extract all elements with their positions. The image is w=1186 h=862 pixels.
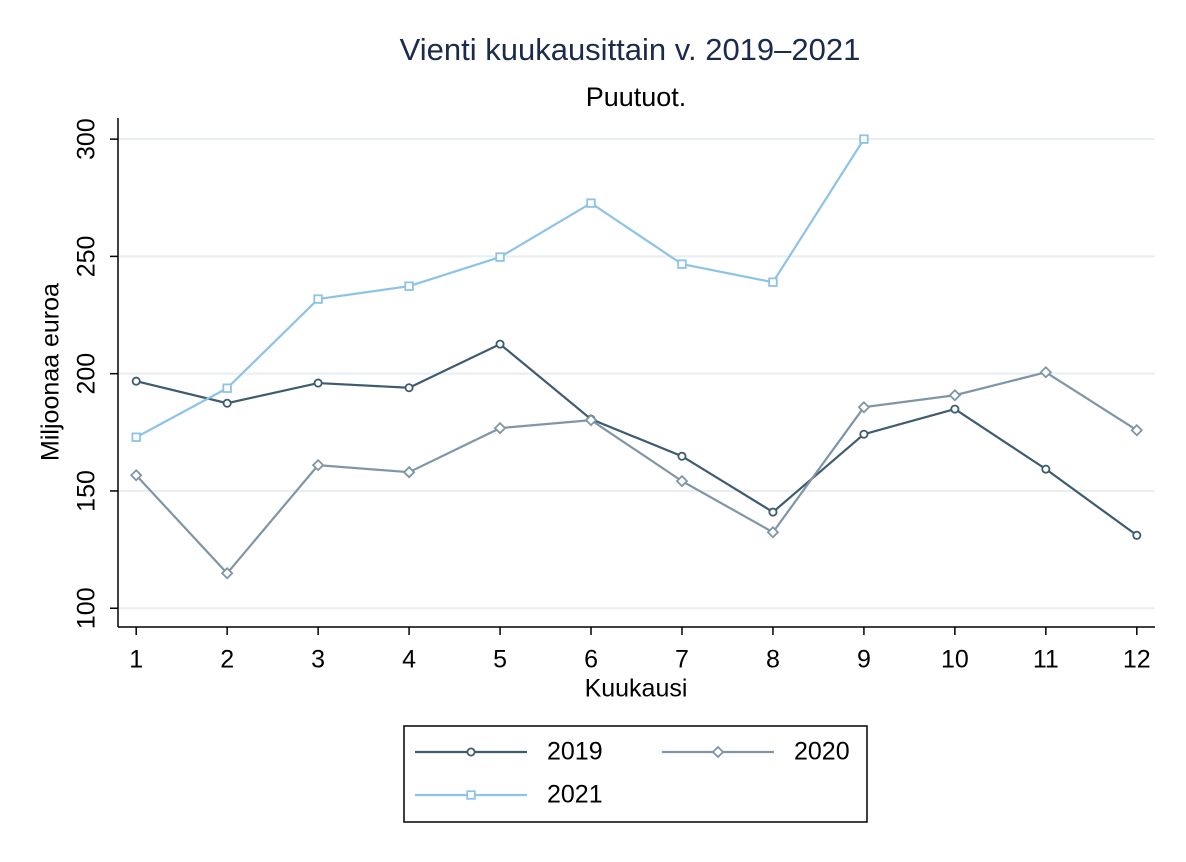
x-tick-label: 6 (584, 646, 598, 674)
marker (466, 790, 476, 800)
marker (404, 383, 414, 393)
marker (495, 252, 505, 262)
series-line (135, 342, 1138, 537)
marker (131, 376, 141, 386)
x-tick-label: 4 (402, 646, 416, 674)
marker (857, 400, 871, 414)
marker (220, 567, 234, 580)
x-tick-label: 9 (857, 646, 871, 674)
marker (586, 198, 596, 208)
x-tick-label: 8 (766, 646, 780, 674)
chart-subtitle: Puutuot. (586, 82, 687, 112)
marker (495, 339, 505, 349)
x-tick-label: 3 (311, 646, 325, 674)
series-line (135, 138, 865, 439)
y-tick-label: 150 (73, 470, 101, 512)
marker (859, 429, 869, 439)
x-tick-label: 12 (1123, 646, 1151, 674)
y-axis-label: Miljoonaa euroa (37, 283, 65, 461)
x-tick-label: 2 (220, 646, 234, 674)
marker (711, 745, 725, 759)
series-line (135, 371, 1138, 575)
marker (1041, 464, 1051, 474)
marker (131, 432, 141, 442)
legend-label: 2021 (547, 781, 603, 809)
y-tick-label: 250 (73, 236, 101, 278)
marker (466, 747, 476, 757)
legend-box (403, 725, 868, 823)
marker (859, 134, 869, 144)
marker (313, 378, 323, 388)
x-tick-label: 7 (675, 646, 689, 674)
marker (1132, 530, 1142, 540)
chart-title: Vienti kuukausittain v. 2019–2021 (400, 32, 861, 67)
x-tick-label: 1 (129, 646, 143, 674)
legend-label: 2020 (794, 738, 850, 766)
marker (948, 388, 962, 402)
marker (677, 259, 687, 269)
marker (311, 458, 325, 472)
marker (404, 281, 414, 291)
marker (768, 277, 778, 287)
marker (1130, 423, 1144, 437)
x-tick-label: 10 (941, 646, 969, 674)
x-tick-label: 11 (1033, 646, 1059, 674)
marker (493, 421, 507, 435)
marker (768, 507, 778, 517)
marker (222, 398, 232, 408)
marker (766, 525, 780, 539)
marker (677, 451, 687, 461)
x-tick-label: 5 (493, 646, 507, 674)
marker (402, 465, 416, 479)
marker (129, 468, 143, 482)
y-tick-label: 100 (73, 587, 101, 629)
marker (313, 294, 323, 304)
legend-label: 2019 (547, 738, 603, 766)
y-tick-label: 300 (73, 118, 101, 160)
marker (950, 404, 960, 414)
x-axis-label: Kuukausi (585, 675, 688, 703)
y-tick-label: 200 (73, 353, 101, 395)
marker (222, 383, 232, 393)
marker (675, 474, 689, 488)
marker (584, 413, 598, 427)
marker (1039, 365, 1053, 379)
